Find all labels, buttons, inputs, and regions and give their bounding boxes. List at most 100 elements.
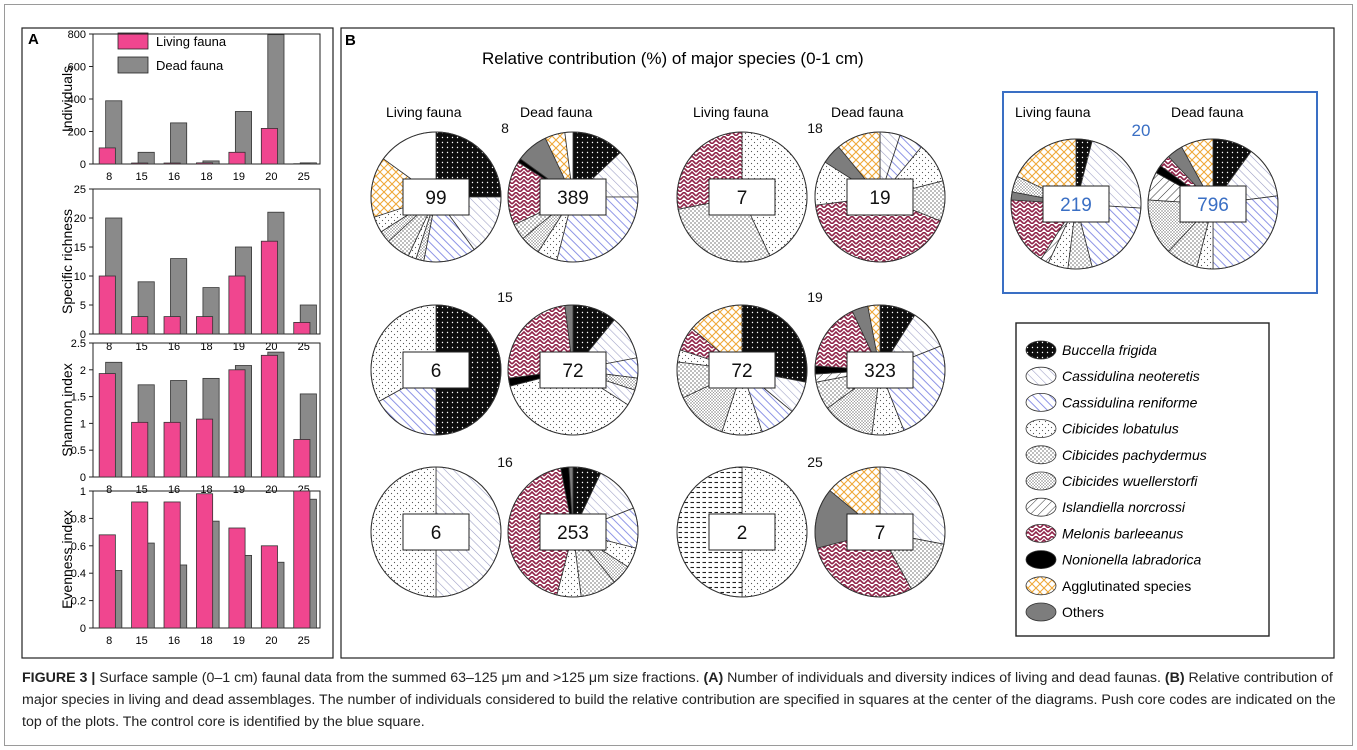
- x-tick-label: 8: [106, 484, 112, 496]
- pie-living-fauna: 6: [370, 304, 502, 436]
- caption-text-2: Number of individuals and diversity indi…: [723, 670, 1165, 686]
- x-tick-label: 25: [298, 635, 310, 647]
- pie-outline: [507, 304, 639, 436]
- x-tick-label: 25: [298, 171, 310, 183]
- count-box: [708, 178, 776, 216]
- legend-label: Others: [1062, 604, 1104, 620]
- pie-living-fauna: 6: [370, 466, 502, 598]
- legend-label: Cibicides pachydermus: [1062, 447, 1207, 463]
- bar-living-fauna: [260, 354, 278, 478]
- bar-living-fauna: [98, 275, 116, 335]
- bar-chart-specific-richness: 0 5 10 15 20 25 Specific richness 8 15 16 18 19 20 25: [59, 184, 321, 353]
- column-header-living: Living fauna: [386, 104, 462, 120]
- panel-a-border: [21, 27, 334, 659]
- y-tick-label: 20: [74, 213, 86, 225]
- bar-living-fauna: [98, 373, 116, 478]
- y-tick-label: 0.8: [71, 513, 86, 525]
- core-code-label: 25: [807, 454, 823, 470]
- count-box: [539, 351, 607, 389]
- legend-swatch-in: [1025, 497, 1057, 517]
- count-box: [708, 513, 776, 551]
- x-tick-label: 8: [106, 171, 112, 183]
- legend-swatch-mb: [1025, 524, 1057, 543]
- core-code-label: 18: [807, 120, 823, 136]
- species-legend-item: Cibicides pachydermus: [1025, 445, 1207, 465]
- species-legend-item: Melonis barleeanus: [1025, 524, 1183, 543]
- count-label: 6: [431, 523, 442, 544]
- panel-b-border: [340, 27, 1335, 659]
- count-box: [1179, 185, 1247, 223]
- x-tick-label: 18: [200, 341, 212, 353]
- count-box: [539, 178, 607, 216]
- column-header-dead: Dead fauna: [520, 104, 593, 120]
- legend-swatch-bf: [1025, 340, 1057, 360]
- y-tick-label: 15: [74, 242, 86, 254]
- legend-label-living: Living fauna: [156, 34, 227, 49]
- bar-living-fauna: [260, 240, 278, 335]
- legend-label: Melonis barleeanus: [1062, 525, 1183, 541]
- legend-swatch-cw: [1025, 471, 1057, 491]
- count-label: 7: [737, 188, 748, 209]
- pie-outline: [370, 304, 502, 436]
- count-box: [539, 513, 607, 551]
- x-tick-label: 16: [168, 635, 180, 647]
- pie-living-fauna: 99: [370, 131, 502, 263]
- x-tick-label: 15: [136, 484, 148, 496]
- bar-dead-fauna: [137, 151, 155, 165]
- legend-label: Islandiella norcrossi: [1062, 499, 1186, 515]
- pie-pair-core-20: 20 219 796: [1010, 121, 1279, 270]
- count-label: 219: [1060, 195, 1092, 216]
- y-tick-label: 0: [80, 329, 86, 341]
- species-legend-item: Cibicides lobatulus: [1025, 419, 1179, 439]
- x-tick-label: 18: [200, 171, 212, 183]
- pie-outline: [370, 131, 502, 263]
- bar-living-fauna: [293, 439, 311, 478]
- y-tick-label: 10: [74, 271, 86, 283]
- x-tick-label: 16: [168, 484, 180, 496]
- pie-pair-core-25: 25 2 7: [676, 454, 946, 598]
- bar-living-fauna: [131, 421, 149, 478]
- bar-chart-individuals: 0 200 400 600 800 Individuals 8 15 16 18 19 20 25: [59, 29, 321, 183]
- figure-frame: [4, 4, 1353, 746]
- bar-living-fauna: [131, 316, 149, 335]
- species-legend-item: Cassidulina neoteretis: [1025, 366, 1200, 386]
- column-header-living: Living fauna: [693, 104, 769, 120]
- bar-living-fauna: [260, 128, 278, 165]
- y-axis-label: Specific richness: [59, 209, 75, 314]
- y-tick-label: 0: [80, 159, 86, 171]
- count-label: 323: [864, 361, 896, 382]
- y-tick-label: 0.6: [71, 541, 86, 553]
- y-tick-label: 25: [74, 184, 86, 196]
- x-tick-label: 15: [136, 341, 148, 353]
- count-box: [846, 351, 914, 389]
- count-box: [708, 351, 776, 389]
- bar-living-fauna: [98, 534, 116, 629]
- y-tick-label: 800: [68, 29, 86, 41]
- species-legend: Buccella frigida Cassidulina neoteretis Ca…: [1025, 340, 1207, 622]
- pie-outline: [676, 131, 808, 263]
- bar-living-fauna: [228, 369, 246, 478]
- species-legend-item: Nonionella labradorica: [1025, 550, 1202, 569]
- pie-outline: [676, 466, 808, 598]
- y-tick-label: 2.5: [71, 338, 86, 350]
- pie-dead-fauna: 253: [507, 466, 639, 598]
- x-tick-label: 20: [265, 171, 277, 183]
- y-tick-label: 0: [80, 472, 86, 484]
- column-header-dead: Dead fauna: [1171, 104, 1244, 120]
- y-tick-label: 1: [80, 418, 86, 430]
- species-legend-item: Others: [1025, 602, 1104, 622]
- legend-swatch-cn: [1025, 366, 1057, 386]
- panel-a: A Living fauna Dead fauna 0200400600800I…: [21, 27, 334, 659]
- y-tick-label: 0.2: [71, 596, 86, 608]
- core-code-label: 20: [1132, 121, 1151, 140]
- legend-label: Agglutinated species: [1062, 578, 1191, 594]
- core-code-label: 8: [501, 120, 509, 136]
- bar-living-fauna: [131, 162, 149, 165]
- y-tick-label: 1: [80, 486, 86, 498]
- bar-living-fauna: [163, 421, 181, 478]
- count-label: 6: [431, 361, 442, 382]
- bar-living-fauna: [228, 275, 246, 335]
- pie-dead-fauna: 19: [814, 131, 946, 263]
